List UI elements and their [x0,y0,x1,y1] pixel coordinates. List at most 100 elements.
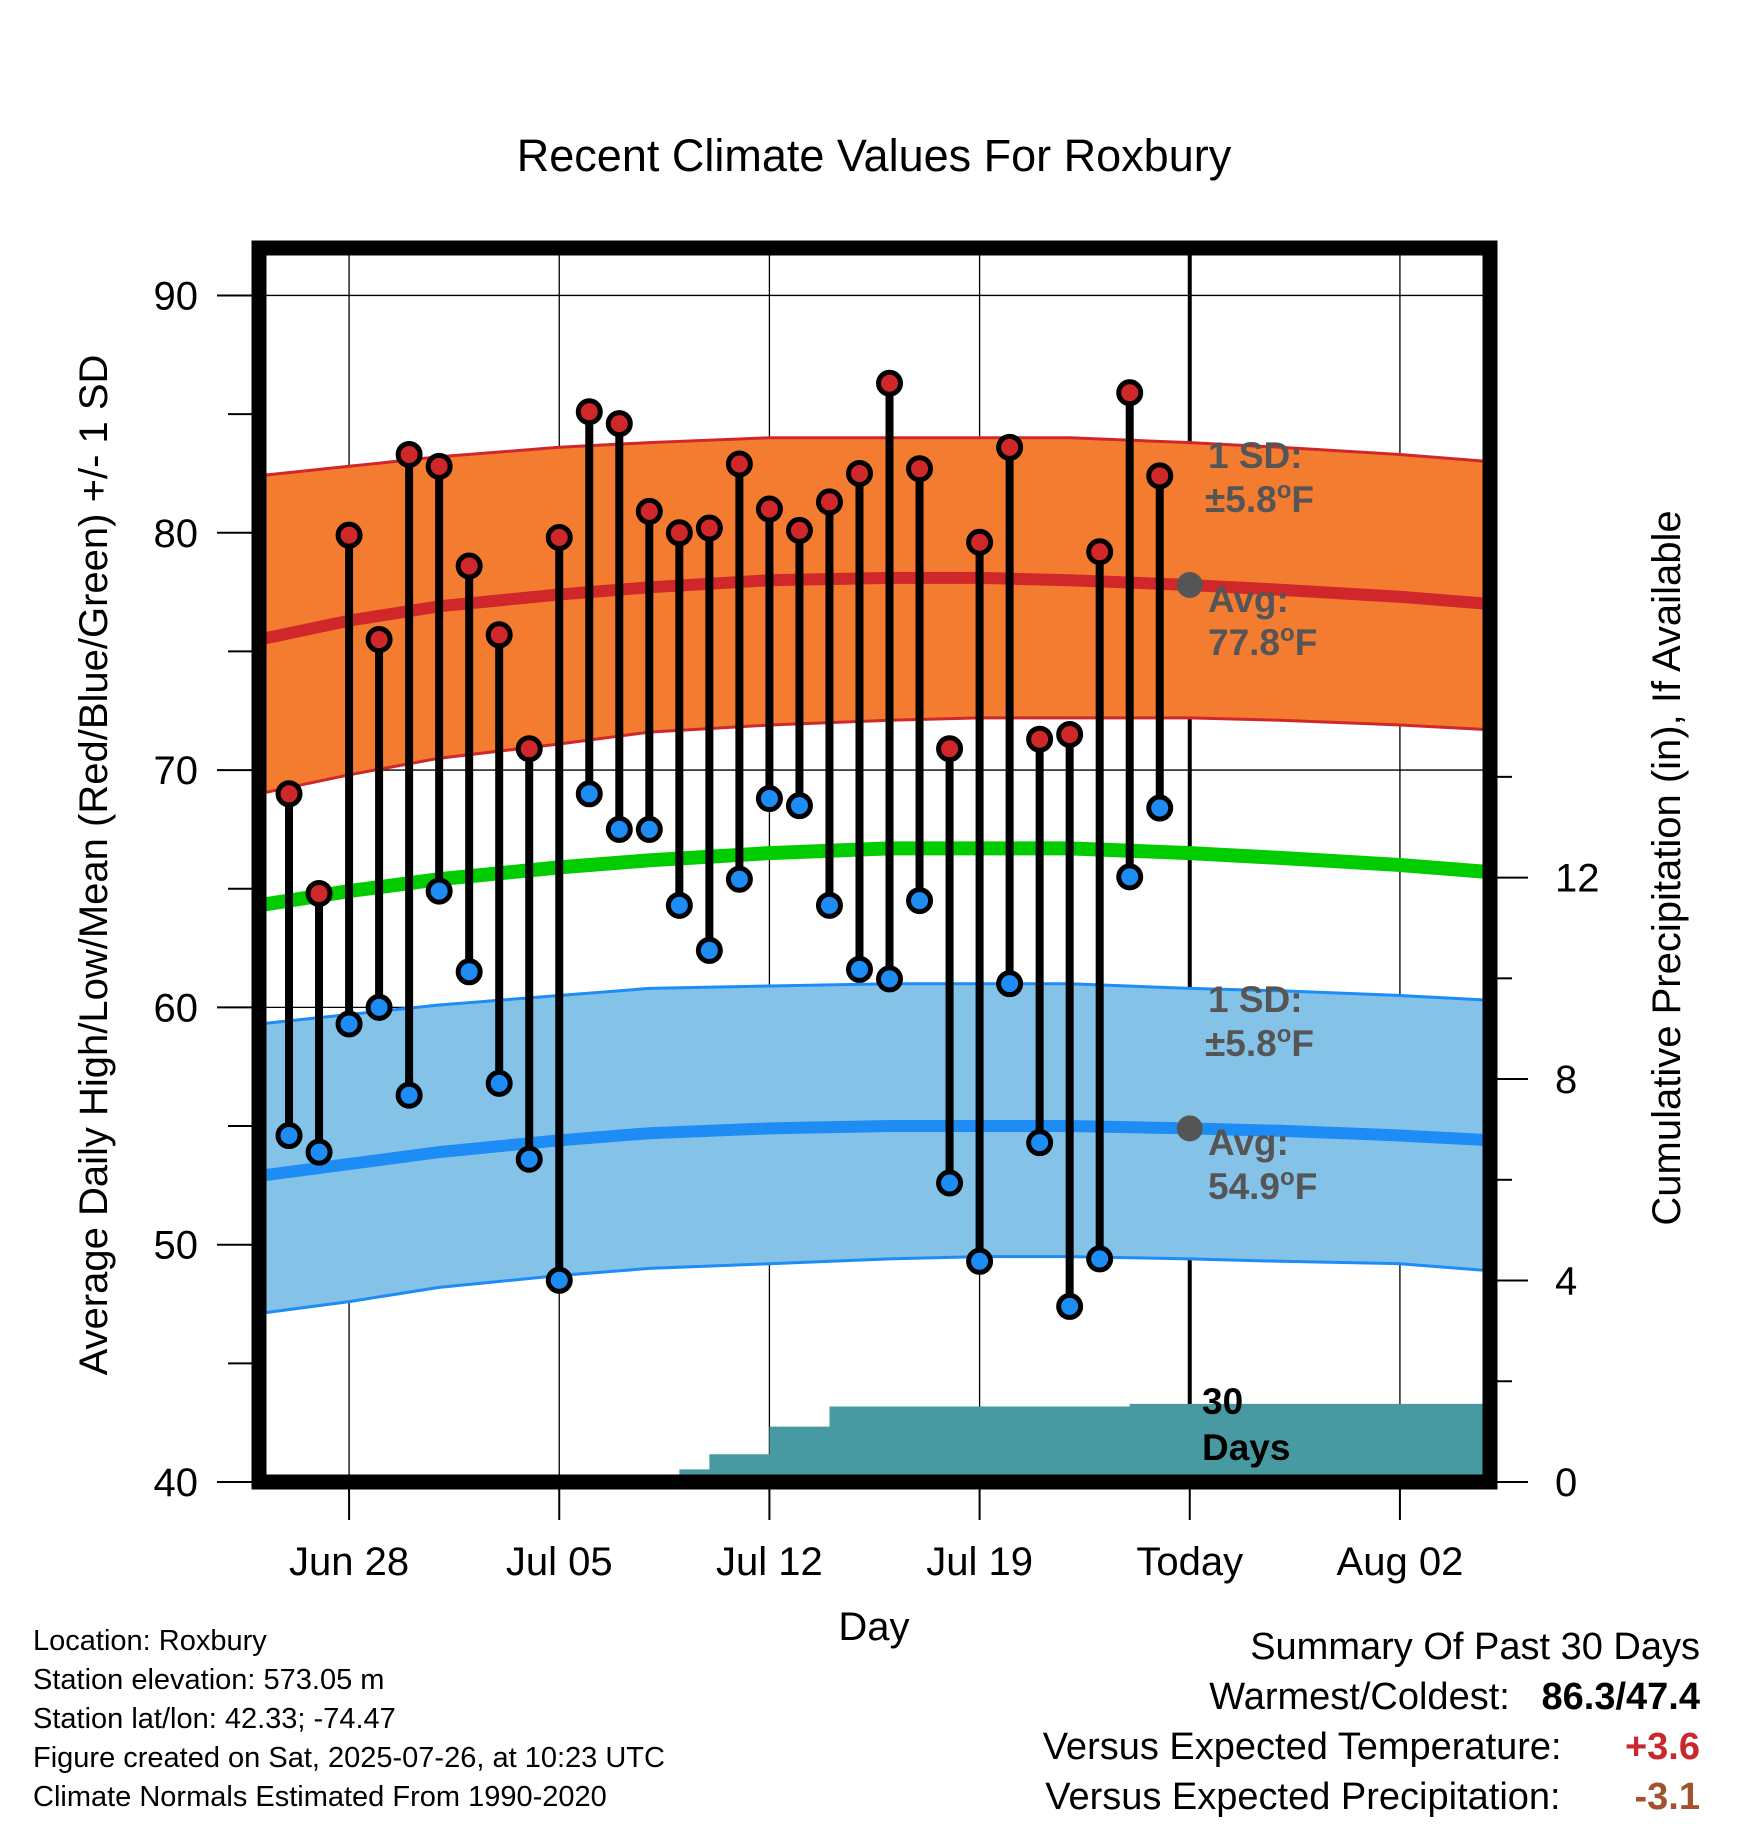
daily-low-point [966,1247,994,1275]
daily-low-point [305,1138,333,1166]
x-tick-label: Jul 19 [926,1540,1033,1584]
daily-high-point [996,433,1024,461]
y-right-tick-label: 4 [1555,1260,1577,1304]
low-avg-value: 54.9oF [1208,1164,1317,1207]
daily-low-point [665,891,693,919]
low-sd-lower-edge [258,1255,1491,1315]
daily-high-point [936,735,964,763]
daily-low-point [845,955,873,983]
daily-low-point [485,1069,513,1097]
daily-high-point [335,521,363,549]
y-left-tick-label: 50 [154,1224,199,1268]
daily-low-point [425,877,453,905]
y-left-tick-label: 90 [154,274,199,318]
daily-low-point [815,891,843,919]
low-avg-line [258,1120,1491,1182]
days-count-label: 30 [1202,1381,1243,1422]
daily-low-point [1116,863,1144,891]
created-text: Figure created on Sat, 2025-07-26, at 10… [33,1742,665,1774]
daily-high-point [815,488,843,516]
daily-low-point [1056,1292,1084,1320]
daily-low-point [455,958,483,986]
low-sd-label: 1 SD: [1208,979,1303,1020]
daily-low-point [1026,1129,1054,1157]
daily-high-point [395,440,423,468]
today-high-avg-marker [1176,571,1203,598]
daily-high-point [1026,725,1054,753]
daily-high-point [545,524,573,552]
daily-low-point [635,815,663,843]
low-sd-value: ±5.8oF [1205,1021,1314,1064]
daily-high-point [1116,379,1144,407]
daily-high-point [755,495,783,523]
daily-low-point [1086,1245,1114,1273]
temp-row: Versus Expected Temperature: +3.6 [800,1722,1700,1772]
y-right-axis-title: Cumulative Precipitation (in), If Availa… [1645,510,1689,1225]
warm-cold-label: Warmest/Coldest: [1209,1676,1510,1718]
precip-value: -3.1 [1634,1776,1700,1818]
y-right-tick-label: 8 [1555,1058,1577,1102]
daily-high-point [1056,720,1084,748]
daily-high-point [1086,538,1114,566]
daily-high-point [515,735,543,763]
x-tick-label: Jul 05 [506,1540,613,1584]
daily-bars [275,369,1203,1320]
daily-low-point [605,815,633,843]
precip-row: Versus Expected Precipitation: -3.1 [800,1772,1700,1822]
daily-high-point [665,519,693,547]
chart-title: Recent Climate Values For Roxbury [516,130,1232,181]
daily-high-point [635,497,663,525]
high-avg-value: 77.8oF [1208,620,1317,663]
low-sd-band [259,983,1490,1314]
daily-high-point [575,398,603,426]
warm-cold-row: Warmest/Coldest: 86.3/47.4 [800,1672,1700,1722]
high-avg-label: Avg: [1208,579,1289,620]
daily-low-point [515,1145,543,1173]
daily-low-point [395,1081,423,1109]
daily-low-point [275,1122,303,1150]
x-axis-title: Day [838,1605,909,1649]
daily-high-point [305,879,333,907]
daily-high-point [455,552,483,580]
normals-text: Climate Normals Estimated From 1990-2020 [33,1781,607,1813]
precip-area [259,1403,1490,1482]
y-left-axis-title: Average Daily High/Low/Mean (Red/Blue/Gr… [72,355,116,1376]
daily-low-point [1146,794,1174,822]
today-low-avg-marker [1176,1115,1203,1142]
y-left-tick-label: 40 [154,1461,199,1505]
summary-panel: Summary Of Past 30 Days Warmest/Coldest:… [800,1622,1700,1822]
daily-low-point [545,1266,573,1294]
daily-low-point [755,785,783,813]
daily-high-point [605,410,633,438]
days-word-label: Days [1202,1427,1290,1468]
warm-cold-value: 86.3/47.4 [1541,1676,1700,1718]
high-sd-label: 1 SD: [1208,435,1303,476]
daily-low-point [725,865,753,893]
elevation-text: Station elevation: 573.05 m [33,1664,385,1696]
x-tick-label: Aug 02 [1337,1540,1464,1584]
low-avg-label: Avg: [1208,1122,1289,1163]
temp-label: Versus Expected Temperature: [1042,1726,1562,1768]
station-metadata: Location: Roxbury Station elevation: 573… [33,1622,665,1817]
daily-high-point [1146,462,1174,490]
daily-high-point [876,369,904,397]
x-tick-label: Jul 12 [716,1540,823,1584]
daily-high-point [365,626,393,654]
summary-title: Summary Of Past 30 Days [1250,1626,1700,1668]
daily-high-point [725,450,753,478]
axes: 40 50 60 70 80 90 0 4 8 12 Jun 28 Jul 05 Jul 12 Jul 1… [72,274,1689,1649]
daily-high-point [485,621,513,649]
plot-frame [251,240,1498,1490]
precip-label: Versus Expected Precipitation: [1045,1776,1561,1818]
y-right-tick-label: 0 [1555,1461,1577,1505]
high-sd-value: ±5.8oF [1205,477,1314,520]
y-right-tick-label: 12 [1555,857,1600,901]
daily-high-point [785,516,813,544]
daily-low-point [936,1169,964,1197]
y-left-tick-label: 60 [154,986,199,1030]
precip-cumulative-area [259,1403,1490,1482]
daily-high-point [845,459,873,487]
daily-low-point [996,970,1024,998]
